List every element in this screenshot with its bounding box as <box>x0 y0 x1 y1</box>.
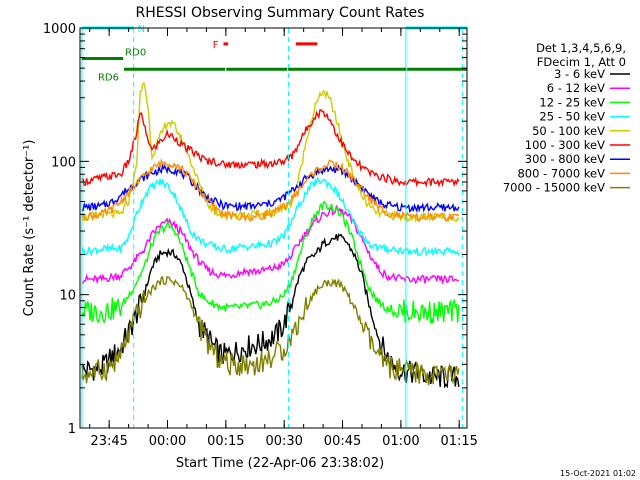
series-layer <box>81 81 460 389</box>
footer-date: 15-Oct-2021 01:02 <box>560 469 636 478</box>
x-tick-label: 00:00 <box>149 434 186 449</box>
legend-entry-label: 7000 - 15000 keV <box>503 181 605 195</box>
series-line <box>81 157 460 223</box>
y-tick-label: 100 <box>51 155 76 170</box>
x-tick-label: 00:15 <box>207 434 244 449</box>
axis-layer: 1 10 100 1000 23:45 00:00 00:15 00:30 00:45 01:00… <box>43 22 478 449</box>
x-axis-label: Start Time (22-Apr-06 23:38:02) <box>176 456 384 471</box>
series-line <box>81 200 460 325</box>
status-bar-label: RD0 <box>125 48 146 59</box>
series-line <box>81 276 460 386</box>
status-bar-label: RD6 <box>98 72 119 83</box>
x-tick-label: 01:15 <box>440 434 477 449</box>
series-line <box>81 176 460 258</box>
x-tick-label: 01:00 <box>382 434 419 449</box>
y-tick-label: 1000 <box>43 22 76 37</box>
status-bar-label: N <box>138 24 145 35</box>
legend: Det 1,3,4,5,6,9,FDecim 1, Att 03 - 6 keV… <box>503 41 630 195</box>
chart-title: RHESSI Observing Summary Count Rates <box>136 5 425 21</box>
legend-entry-label: 25 - 50 keV <box>539 110 605 124</box>
legend-entry-label: 12 - 25 keV <box>539 95 605 109</box>
legend-entry-label: 300 - 800 keV <box>525 152 605 166</box>
legend-entry-label: 100 - 300 keV <box>525 138 605 152</box>
vertical-marker-layer <box>81 28 463 428</box>
legend-header-line: Det 1,3,4,5,6,9, <box>536 41 626 55</box>
legend-entry-label: 6 - 12 keV <box>547 81 605 95</box>
legend-entry-label: 50 - 100 keV <box>532 124 605 138</box>
x-tick-label: 00:30 <box>265 434 302 449</box>
y-axis-label: Count Rate (s⁻¹ detector⁻¹) <box>22 140 37 317</box>
legend-header-line: FDecim 1, Att 0 <box>537 55 626 69</box>
series-line <box>81 204 459 286</box>
y-tick-label: 1 <box>68 422 76 437</box>
legend-entry-label: 800 - 7000 keV <box>517 166 605 180</box>
y-tick-label: 10 <box>59 289 76 304</box>
legend-entry-label: 3 - 6 keV <box>554 67 605 81</box>
series-line <box>81 108 460 188</box>
plot-frame <box>79 27 468 429</box>
status-bar-label: F <box>213 40 219 51</box>
x-tick-label: 00:45 <box>324 434 361 449</box>
x-tick-label: 23:45 <box>90 434 127 449</box>
